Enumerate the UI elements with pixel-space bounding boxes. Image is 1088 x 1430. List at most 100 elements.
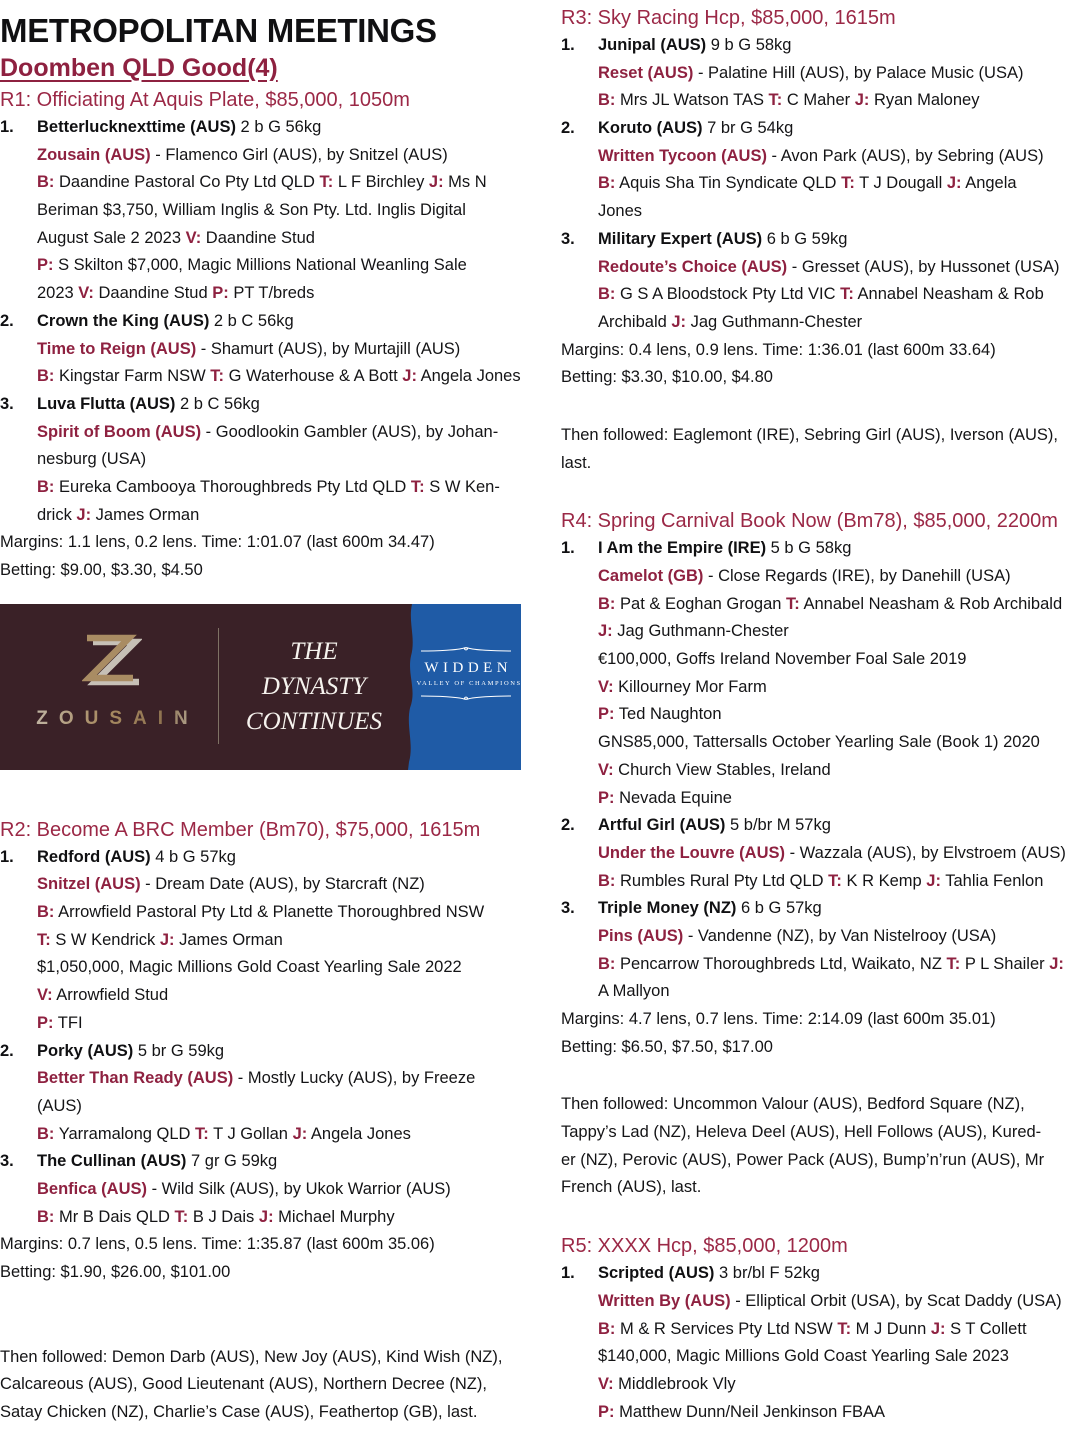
field-label: J:	[159, 930, 175, 949]
field-label: P:	[37, 256, 54, 275]
ad-divider	[218, 627, 219, 744]
text-line: August Sale 2 2023 V: Daandine Stud	[0, 225, 530, 253]
field-label: J:	[598, 622, 613, 641]
text-run: Betting: $1.90, $26.00, $101.00	[0, 1263, 231, 1281]
text-run: Betting: $9.00, $3.30, $4.50	[0, 561, 203, 579]
text-run: Arrowfield Pastoral Pty Ltd & Planette T…	[54, 903, 485, 922]
text-run: - Avon Park (AUS), by Sebring (AUS)	[766, 146, 1044, 165]
field-label: T:	[410, 477, 425, 496]
text-line: Beriman $3,750, William Inglis & Son Pty…	[0, 197, 530, 225]
text-run: Angela	[961, 174, 1017, 193]
text-run: Kingstar Farm NSW	[54, 367, 211, 386]
text-line: B: Mrs JL Watson TAS T: C Maher J: Ryan …	[561, 87, 1088, 115]
field-label: B:	[37, 1124, 55, 1143]
field-label: V:	[598, 677, 614, 696]
field-label: J:	[854, 91, 870, 110]
horse-name: The Cullinan (AUS)	[37, 1152, 187, 1171]
text-run: T J Gollan	[208, 1124, 293, 1143]
sire-name: Written By (AUS)	[598, 1291, 731, 1310]
text-line: Margins: 1.1 lens, 0.2 lens. Time: 1:01.…	[0, 529, 530, 557]
entry-number: 1.	[0, 118, 14, 136]
text-run: Jag Guthmann-Chester	[686, 312, 863, 331]
field-label: J:	[946, 174, 962, 193]
text-line: Betting: $3.30, $10.00, $4.80	[561, 364, 1088, 392]
text-run: 3 br/bl F 52kg	[714, 1264, 820, 1283]
text-line: B: Pencarrow Thoroughbreds Ltd, Waikato,…	[561, 951, 1088, 979]
text-run: Archibald	[598, 312, 672, 331]
text-run: €100,000, Goffs Ireland November Foal Sa…	[598, 650, 967, 669]
text-line: 1. Junipal (AUS) 9 b G 58kg	[561, 32, 1088, 60]
widden-logo: WIDDEN VALLEY OF CHAMPIONS	[415, 646, 520, 701]
text-run: nesburg (USA)	[37, 450, 147, 469]
text-run: T J Dougall	[854, 174, 947, 193]
text-line: Satay Chicken (NZ), Charlie’s Case (AUS)…	[0, 1399, 530, 1427]
race-results: 1. Betterlucknexttime (AUS) 2 b G 56kg Zou…	[0, 114, 530, 585]
field-label: P:	[37, 1013, 54, 1032]
horse-name: Redford (AUS)	[37, 847, 151, 866]
text-run: - Elliptical Orbit (USA), by Scat Daddy …	[730, 1291, 1062, 1310]
widden-rule-top	[420, 646, 512, 652]
text-line: last.	[561, 450, 1088, 478]
text-line: Zousain (AUS) - Flamenco Girl (AUS), by …	[0, 142, 530, 170]
text-line: J: Jag Guthmann-Chester	[561, 618, 1088, 646]
field-label: B:	[598, 174, 616, 193]
spacer	[561, 392, 1088, 422]
field-label: J:	[292, 1124, 308, 1143]
text-run: - Flamenco Girl (AUS), by Snitzel (AUS)	[150, 145, 448, 164]
text-line: B: Arrowfield Pastoral Pty Ltd & Planett…	[0, 899, 530, 927]
text-run: Eureka Cambooya Thoroughbreds Pty Ltd QL…	[54, 477, 411, 496]
text-line: 1. Redford (AUS) 4 b G 57kg	[0, 844, 530, 872]
spacer	[0, 585, 530, 604]
field-label: P:	[598, 788, 615, 807]
text-run: Pencarrow Thoroughbreds Ltd, Waikato, NZ	[615, 954, 947, 973]
race-heading: R3: Sky Racing Hcp, $85,000, 1615m	[561, 7, 896, 29]
zousain-advertisement[interactable]: ZOUSAIN THE DYNASTY CONTINUES WIDDEN VAL…	[0, 603, 521, 770]
text-run: Church View Stables, Ireland	[613, 760, 831, 779]
text-run: M & R Services Pty Ltd NSW	[615, 1319, 838, 1338]
text-line: Better Than Ready (AUS) - Mostly Lucky (…	[0, 1065, 530, 1093]
field-label: T:	[768, 91, 783, 110]
text-run: TFI	[53, 1013, 83, 1032]
text-run: 4 b G 57kg	[150, 847, 236, 866]
horse-name: Koruto (AUS)	[598, 119, 703, 138]
text-line: B: Aquis Sha Tin Syndicate QLD T: T J Do…	[561, 170, 1088, 198]
text-run: - Shamurt (AUS), by Murtajill (AUS)	[196, 339, 461, 358]
ad-tagline: THE DYNASTY CONTINUES	[228, 634, 400, 739]
text-run: - Mostly Lucky (AUS), by Freeze	[233, 1069, 476, 1088]
text-run: S W Kendrick	[50, 930, 160, 949]
sire-name: Pins (AUS)	[598, 926, 684, 945]
sire-name: Camelot (GB)	[598, 567, 704, 585]
sire-name: Written Tycoon (AUS)	[598, 146, 767, 165]
horse-name: Triple Money (NZ)	[598, 899, 737, 918]
text-line: Margins: 0.4 lens, 0.9 lens. Time: 1:36.…	[561, 337, 1088, 365]
widden-wordmark: WIDDEN	[424, 659, 513, 676]
text-run: Ms N	[443, 173, 487, 192]
text-run: 2 b C 56kg	[209, 311, 294, 330]
text-run: Then followed: Demon Darb (AUS), New Joy…	[0, 1347, 503, 1366]
field-label: P:	[212, 284, 229, 303]
text-line: Redoute’s Choice (AUS) - Gresset (AUS), …	[561, 254, 1088, 282]
text-line: Time to Reign (AUS) - Shamurt (AUS), by …	[0, 336, 530, 364]
horse-name: Scripted (AUS)	[598, 1264, 715, 1283]
text-line: P: TFI	[0, 1010, 530, 1038]
text-run: Killourney Mor Farm	[613, 677, 767, 696]
field-label: V:	[598, 760, 614, 779]
widden-panel: WIDDEN VALLEY OF CHAMPIONS	[403, 603, 521, 770]
text-line: Written By (AUS) - Elliptical Orbit (USA…	[561, 1288, 1088, 1316]
text-line: $1,050,000, Magic Millions Gold Coast Ye…	[0, 954, 530, 982]
horse-name: Artful Girl (AUS)	[598, 816, 726, 835]
text-run: 2 b C 56kg	[175, 394, 260, 413]
text-line: B: Pat & Eoghan Grogan T: Annabel Neasha…	[561, 591, 1088, 619]
race-heading: R5: XXXX Hcp, $85,000, 1200m	[561, 1235, 848, 1258]
field-label: T:	[786, 594, 800, 613]
text-line: Jones	[561, 198, 1088, 226]
text-run: Yarramalong QLD	[54, 1124, 196, 1143]
field-label: J:	[926, 871, 941, 890]
paragraph: Then followed: Eaglemont (IRE), Sebring …	[561, 422, 1088, 477]
text-run: M J Dunn	[851, 1319, 931, 1338]
field-label: B:	[37, 477, 55, 496]
text-run: 2023	[37, 284, 79, 303]
text-run: er (NZ), Perovic (AUS), Power Pack (AUS)…	[561, 1150, 1045, 1169]
text-run: Michael Murphy	[273, 1207, 395, 1226]
